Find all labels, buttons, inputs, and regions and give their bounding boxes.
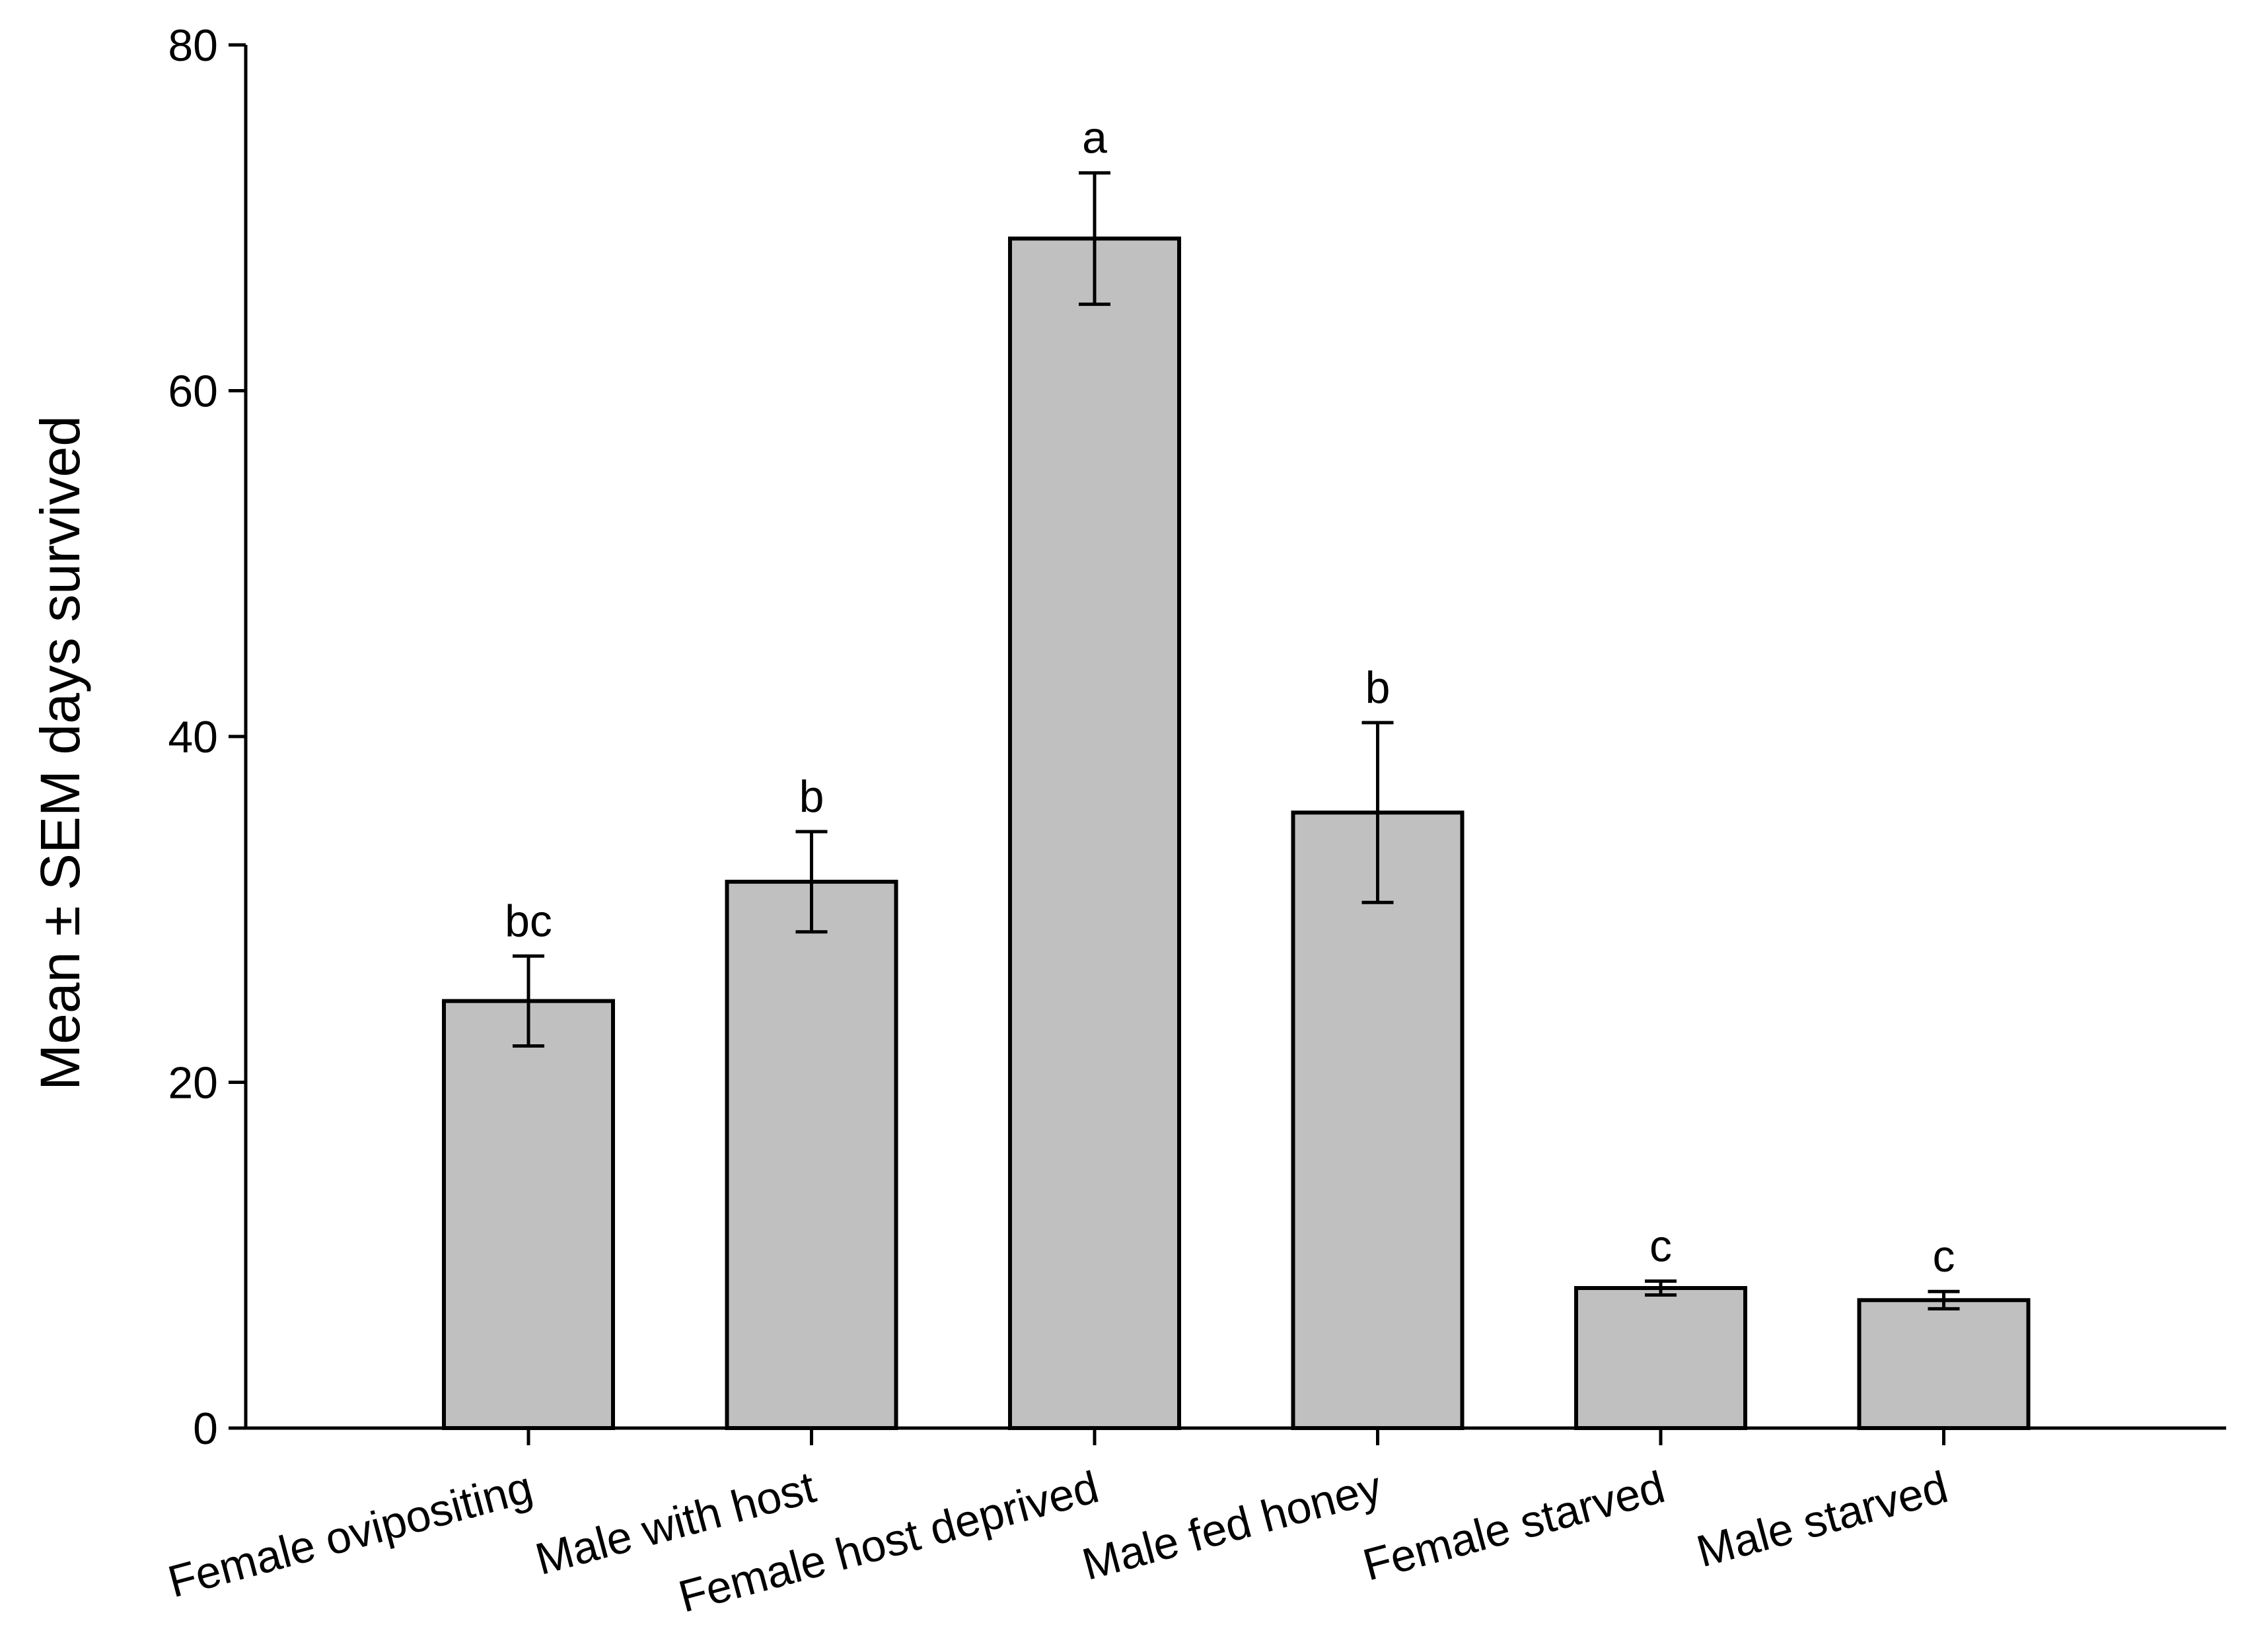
x-category-label: Male starved xyxy=(1692,1462,1953,1577)
bar-female-starved xyxy=(1574,1285,1747,1431)
bar-male-fed-honey xyxy=(1291,810,1465,1431)
y-tick-label: 80 xyxy=(168,20,218,71)
significance-label: b xyxy=(1365,663,1391,713)
significance-label: b xyxy=(799,772,824,822)
significance-label: c xyxy=(1933,1231,1955,1281)
y-tick-label: 40 xyxy=(168,712,218,762)
x-axis xyxy=(246,1426,2226,1445)
bar-female-host-deprived xyxy=(1008,236,1181,1430)
significance-label: c xyxy=(1649,1221,1672,1272)
y-tick-label: 0 xyxy=(193,1404,218,1454)
x-category-label: Female starved xyxy=(1358,1462,1670,1591)
y-tick-label: 60 xyxy=(168,367,218,417)
y-axis-title: Mean ± SEM days survived xyxy=(29,415,91,1091)
x-category-label: Female ovipositing xyxy=(163,1462,538,1607)
bar-male-starved xyxy=(1857,1298,2031,1431)
y-tick-label: 20 xyxy=(168,1058,218,1108)
bar-male-with-host xyxy=(725,879,898,1430)
bar-female-ovipositing xyxy=(442,999,615,1431)
significance-label: bc xyxy=(505,896,552,946)
x-category-label: Male fed honey xyxy=(1077,1462,1387,1590)
significance-label: a xyxy=(1082,113,1107,163)
y-axis: 0 20 40 60 80 xyxy=(168,20,248,1454)
